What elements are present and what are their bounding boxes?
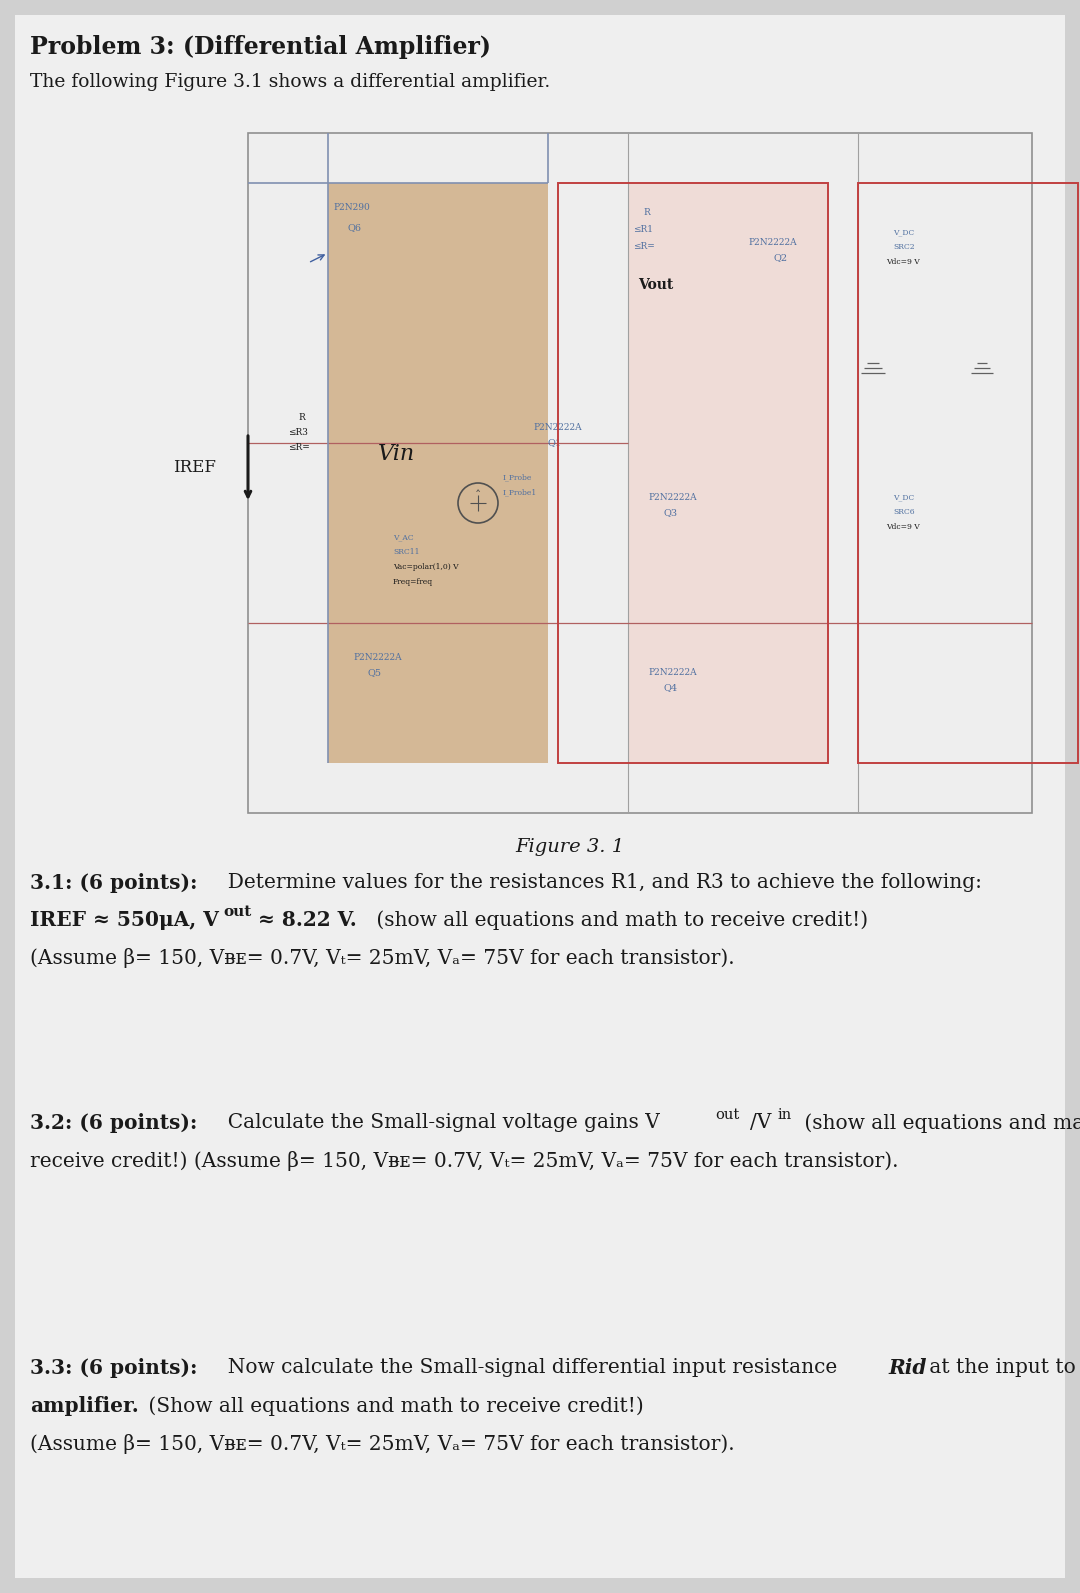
Bar xyxy=(558,183,828,763)
Text: Problem 3: (Differential Amplifier): Problem 3: (Differential Amplifier) xyxy=(30,35,491,59)
Text: 3.2: (6 points):: 3.2: (6 points): xyxy=(30,1114,198,1133)
Text: I_Probe: I_Probe xyxy=(503,473,532,481)
Text: Vdc=9 V: Vdc=9 V xyxy=(886,258,920,266)
Text: P2N2222A: P2N2222A xyxy=(648,667,697,677)
Text: Q1: Q1 xyxy=(548,438,562,448)
Text: Q6: Q6 xyxy=(348,223,362,233)
Text: P2N2222A: P2N2222A xyxy=(353,653,402,663)
Bar xyxy=(328,183,548,763)
Text: /V: /V xyxy=(750,1114,771,1133)
Text: SRC11: SRC11 xyxy=(393,548,419,556)
Text: (show all equations and math to: (show all equations and math to xyxy=(798,1114,1080,1133)
Text: Rid: Rid xyxy=(888,1357,927,1378)
Text: V_DC: V_DC xyxy=(893,492,915,502)
Text: Determine values for the resistances R1, and R3 to achieve the following:: Determine values for the resistances R1,… xyxy=(215,873,982,892)
Text: P2N2222A: P2N2222A xyxy=(534,424,582,432)
Text: IREF: IREF xyxy=(173,459,216,476)
Text: V_AC: V_AC xyxy=(393,534,414,542)
Text: amplifier.: amplifier. xyxy=(30,1395,138,1416)
Text: IREF ≈ 550μA, V: IREF ≈ 550μA, V xyxy=(30,910,219,930)
Text: Q3: Q3 xyxy=(663,508,677,518)
Text: SRC6: SRC6 xyxy=(893,508,915,516)
Text: (Show all equations and math to receive credit!): (Show all equations and math to receive … xyxy=(141,1395,644,1416)
Text: out: out xyxy=(222,905,252,919)
Text: The following Figure 3.1 shows a differential amplifier.: The following Figure 3.1 shows a differe… xyxy=(30,73,550,91)
Text: I_Probe1: I_Probe1 xyxy=(503,487,537,495)
Text: P2N2222A: P2N2222A xyxy=(648,492,697,502)
Bar xyxy=(248,132,1032,812)
Text: Calculate the Small-signal voltage gains V: Calculate the Small-signal voltage gains… xyxy=(215,1114,660,1133)
Text: receive credit!) (Assume β= 150, Vᴃᴇ= 0.7V, Vₜ= 25mV, Vₐ= 75V for each transisto: receive credit!) (Assume β= 150, Vᴃᴇ= 0.… xyxy=(30,1152,899,1171)
Text: Vin: Vin xyxy=(378,443,415,465)
Text: P2N290: P2N290 xyxy=(333,202,369,212)
Text: (Assume β= 150, Vᴃᴇ= 0.7V, Vₜ= 25mV, Vₐ= 75V for each transistor).: (Assume β= 150, Vᴃᴇ= 0.7V, Vₜ= 25mV, Vₐ=… xyxy=(30,948,734,969)
Text: ≤R1: ≤R1 xyxy=(633,225,653,234)
Text: ˆ: ˆ xyxy=(475,491,481,503)
Text: out: out xyxy=(715,1109,739,1121)
Text: Q4: Q4 xyxy=(663,683,677,691)
Text: Vac=polar(1,0) V: Vac=polar(1,0) V xyxy=(393,562,459,570)
Text: 3.3: (6 points):: 3.3: (6 points): xyxy=(30,1357,198,1378)
Text: R: R xyxy=(298,413,305,422)
Text: Freq=freq: Freq=freq xyxy=(393,578,433,586)
Text: SRC2: SRC2 xyxy=(893,244,915,252)
Text: P2N2222A: P2N2222A xyxy=(748,237,797,247)
Text: in: in xyxy=(778,1109,793,1121)
Bar xyxy=(858,183,1078,763)
Text: Figure 3. 1: Figure 3. 1 xyxy=(515,838,624,855)
Text: ≈ 8.22 V.: ≈ 8.22 V. xyxy=(258,910,356,930)
Text: Q5: Q5 xyxy=(368,667,382,677)
Text: (show all equations and math to receive credit!): (show all equations and math to receive … xyxy=(370,910,868,930)
Text: Vdc=9 V: Vdc=9 V xyxy=(886,523,920,530)
Bar xyxy=(627,183,828,763)
Text: R: R xyxy=(643,209,650,217)
Text: Q2: Q2 xyxy=(773,253,787,261)
Text: Vout: Vout xyxy=(638,279,673,292)
Text: 3.1: (6 points):: 3.1: (6 points): xyxy=(30,873,198,894)
Text: V_DC: V_DC xyxy=(893,228,915,236)
Text: ≤R=: ≤R= xyxy=(633,242,654,252)
Text: ≤R=: ≤R= xyxy=(288,443,310,452)
Text: Now calculate the Small-signal differential input resistance: Now calculate the Small-signal different… xyxy=(215,1357,843,1376)
Text: (Assume β= 150, Vᴃᴇ= 0.7V, Vₜ= 25mV, Vₐ= 75V for each transistor).: (Assume β= 150, Vᴃᴇ= 0.7V, Vₜ= 25mV, Vₐ=… xyxy=(30,1434,734,1454)
Text: at the input to t: at the input to t xyxy=(923,1357,1080,1376)
Text: ≤R3: ≤R3 xyxy=(288,429,308,436)
